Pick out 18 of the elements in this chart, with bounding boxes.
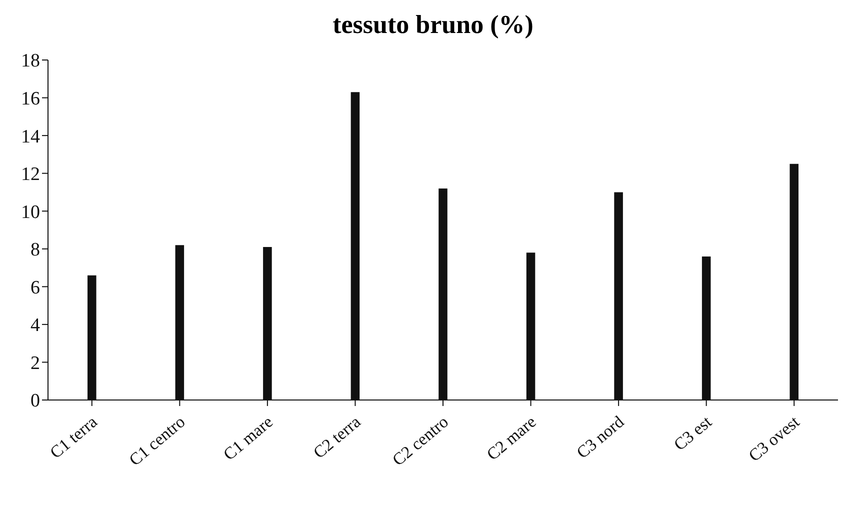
y-tick-label: 4 xyxy=(30,315,40,336)
x-tick-label: C1 terra xyxy=(46,412,102,462)
y-tick-label: 14 xyxy=(21,126,40,148)
y-tick-label: 6 xyxy=(30,277,40,298)
x-tick-label: C3 ovest xyxy=(744,412,804,466)
x-tick-label: C1 mare xyxy=(220,412,276,464)
x-tick-label: C3 est xyxy=(670,412,716,454)
y-tick-label: 10 xyxy=(21,202,40,223)
y-tick-label: 12 xyxy=(21,164,40,186)
x-tick-label: C2 terra xyxy=(310,412,365,462)
x-tick-label: C3 nord xyxy=(573,412,628,462)
x-tick-label: C2 mare xyxy=(483,412,540,464)
y-tick-label: 0 xyxy=(30,390,40,412)
y-tick-label: 16 xyxy=(21,88,40,110)
chart-title: tessuto bruno (%) xyxy=(332,10,534,41)
y-tick-label: 18 xyxy=(21,50,40,72)
y-tick-label: 2 xyxy=(30,352,40,374)
y-tick-label: 8 xyxy=(30,240,40,261)
